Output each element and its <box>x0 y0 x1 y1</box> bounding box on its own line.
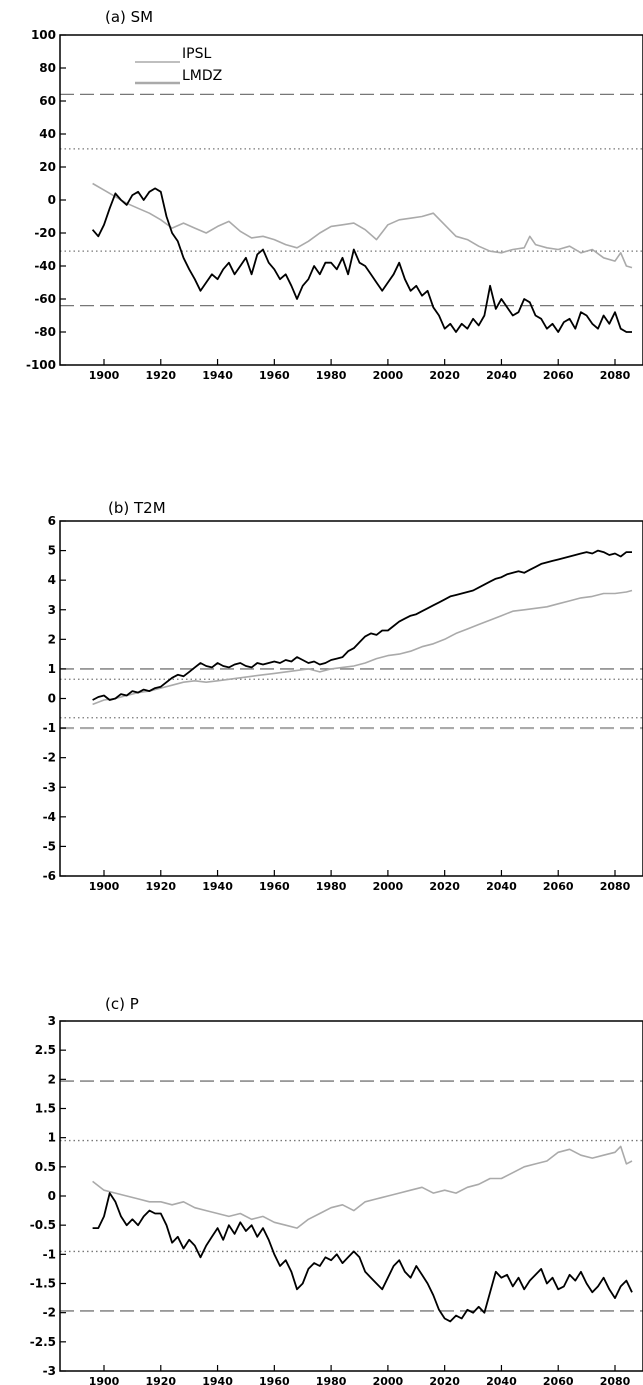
y-tick-label-t2m: 5 <box>48 544 56 558</box>
y-tick-label-p: -2 <box>43 1306 56 1320</box>
x-tick-label-p: 1980 <box>316 1375 347 1385</box>
x-tick-label-sm: 2020 <box>429 369 460 382</box>
x-tick-label-p: 2080 <box>600 1375 631 1385</box>
y-tick-label-p: 2.5 <box>35 1043 56 1057</box>
y-tick-label-p: -2.5 <box>30 1335 56 1349</box>
y-tick-label-p: -1 <box>43 1247 56 1261</box>
y-tick-label-sm: 0 <box>48 193 56 207</box>
y-tick-label-t2m: 3 <box>48 603 56 617</box>
x-tick-label-t2m: 1980 <box>316 880 347 893</box>
x-tick-label-p: 1900 <box>89 1375 120 1385</box>
series-line-lmdz-sm <box>91 187 632 333</box>
y-tick-label-p: 1 <box>48 1131 56 1145</box>
xtick-group-sm: 1900 1920 1940 1960 1980 2000 2020 2040 2060 2080 <box>89 359 631 382</box>
plot-frame-p <box>59 1020 643 1372</box>
x-tick-label-t2m: 2060 <box>543 880 574 893</box>
y-tick-label-p: -0.5 <box>30 1218 56 1232</box>
y-tick-label-t2m: 0 <box>48 692 56 706</box>
series-line-ipsl-p <box>92 1145 633 1229</box>
x-tick-label-sm: 2060 <box>543 369 574 382</box>
y-tick-label-p: 2 <box>48 1072 56 1086</box>
x-tick-label-t2m: 2040 <box>486 880 517 893</box>
y-tick-label-t2m: 4 <box>48 573 56 587</box>
y-tick-label-t2m: 2 <box>48 632 56 646</box>
refline-group-sm <box>60 93 643 307</box>
x-tick-label-t2m: 1960 <box>259 880 290 893</box>
y-tick-label-p: 3 <box>48 1014 56 1028</box>
y-tick-label-t2m: -2 <box>43 751 56 765</box>
y-tick-label-sm: -80 <box>34 325 56 339</box>
x-tick-label-t2m: 1940 <box>202 880 233 893</box>
y-tick-label-sm: 80 <box>39 61 56 75</box>
y-tick-label-p: 0 <box>48 1189 56 1203</box>
x-tick-label-sm: 1940 <box>202 369 233 382</box>
refline-group-p <box>60 1080 643 1312</box>
x-tick-label-p: 1960 <box>259 1375 290 1385</box>
y-tick-label-sm: -100 <box>26 358 56 372</box>
y-tick-label-t2m: -4 <box>43 810 56 824</box>
y-tick-label-p: 1.5 <box>35 1102 56 1116</box>
x-tick-label-t2m: 2000 <box>373 880 404 893</box>
y-tick-label-sm: -20 <box>34 226 56 240</box>
y-tick-label-p: 0.5 <box>35 1160 56 1174</box>
series-group-sm <box>91 182 633 333</box>
y-tick-label-t2m: 1 <box>48 662 56 676</box>
series-line-lmdz-t2m <box>92 549 632 701</box>
plot-frame-sm <box>59 34 643 366</box>
x-tick-label-sm: 1980 <box>316 369 347 382</box>
y-tick-label-sm: -60 <box>34 292 56 306</box>
x-tick-label-t2m: 1920 <box>145 880 176 893</box>
x-tick-label-sm: 1900 <box>89 369 120 382</box>
y-tick-label-p: -3 <box>43 1364 56 1378</box>
y-tick-label-sm: -40 <box>34 259 56 273</box>
plot-frame-t2m <box>59 520 643 877</box>
xtick-group-p: 1900 1920 1940 1960 1980 2000 2020 2040 2060 2080 <box>89 1365 631 1385</box>
x-tick-label-p: 2060 <box>543 1375 574 1385</box>
ytick-group-sm: 100 80 60 40 20 0 -20 -40 -60 -80 -100 <box>26 28 66 372</box>
panel-title-sm: (a) SM <box>105 8 153 26</box>
refline-group-t2m <box>60 668 643 730</box>
panel-title-p: (c) P <box>105 995 139 1013</box>
panel-title-t2m: (b) T2M <box>108 499 166 517</box>
legend-label-lmdz: LMDZ <box>182 68 222 84</box>
x-tick-label-sm: 1960 <box>259 369 290 382</box>
y-tick-label-t2m: -1 <box>43 721 56 735</box>
x-tick-label-p: 1920 <box>145 1375 176 1385</box>
y-tick-label-sm: 100 <box>31 28 56 42</box>
panel-sm: (a) SM 100 80 60 40 20 0 -20 -40 -60 -80 -100 1900… <box>26 8 643 382</box>
x-tick-label-t2m: 2020 <box>429 880 460 893</box>
y-tick-label-t2m: -6 <box>43 869 56 883</box>
x-tick-label-sm: 2040 <box>486 369 517 382</box>
y-tick-label-t2m: 6 <box>48 514 56 528</box>
x-tick-label-t2m: 1900 <box>89 880 120 893</box>
series-group-t2m <box>92 549 633 706</box>
x-tick-label-p: 2040 <box>486 1375 517 1385</box>
x-tick-label-t2m: 2080 <box>600 880 631 893</box>
x-tick-label-sm: 1920 <box>145 369 176 382</box>
x-tick-label-p: 1940 <box>202 1375 233 1385</box>
panel-t2m: (b) T2M 6 5 4 3 2 1 0 -1 -2 -3 -4 -5 -6 1900 1920 1940… <box>43 499 643 893</box>
y-tick-label-t2m: -3 <box>43 780 56 794</box>
x-tick-label-p: 2020 <box>429 1375 460 1385</box>
y-tick-label-t2m: -5 <box>43 839 56 853</box>
x-tick-label-sm: 2080 <box>600 369 631 382</box>
series-line-lmdz-p <box>92 1192 633 1323</box>
y-tick-label-sm: 60 <box>39 94 56 108</box>
series-line-ipsl-sm <box>92 182 633 269</box>
ytick-group-p: 3 2.5 2 1.5 1 0.5 0 -0.5 -1 -1.5 -2 -2.5 -3 <box>30 1014 66 1378</box>
series-group-p <box>92 1145 633 1323</box>
legend: IPSL LMDZ <box>135 46 222 85</box>
y-tick-label-p: -1.5 <box>30 1277 56 1291</box>
y-tick-label-sm: 40 <box>39 127 56 141</box>
ytick-group-t2m: 6 5 4 3 2 1 0 -1 -2 -3 -4 -5 -6 <box>43 514 66 883</box>
y-tick-label-sm: 20 <box>39 160 56 174</box>
legend-label-ipsl: IPSL <box>182 46 211 62</box>
x-tick-label-p: 2000 <box>373 1375 404 1385</box>
panel-p: (c) P 3 2.5 2 1.5 1 0.5 0 -0.5 -1 -1.5 -2 -2.5 -3 19… <box>30 995 643 1385</box>
series-line-ipsl-t2m <box>92 589 633 706</box>
xtick-group-t2m: 1900 1920 1940 1960 1980 2000 2020 2040 2060 2080 <box>89 870 631 893</box>
x-tick-label-sm: 2000 <box>373 369 404 382</box>
